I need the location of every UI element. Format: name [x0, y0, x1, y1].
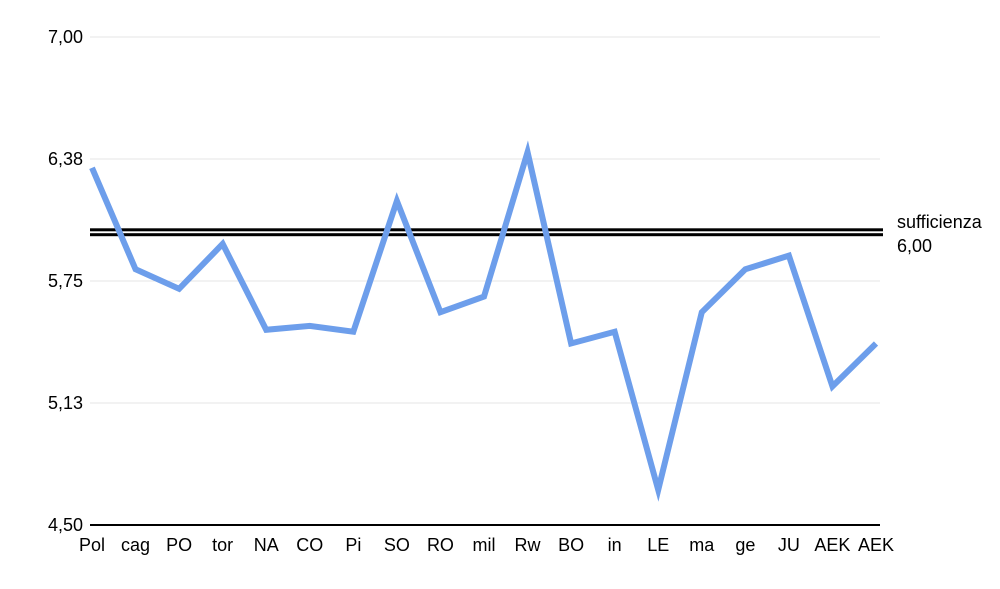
- x-tick-label: SO: [383, 535, 410, 555]
- x-tick-label: mil: [472, 535, 496, 555]
- x-tick-label: JU: [777, 535, 800, 555]
- x-tick-label: cag: [121, 535, 151, 555]
- x-tick-label: LE: [647, 535, 670, 555]
- x-tick-label: tor: [212, 535, 234, 555]
- x-tick-label: CO: [296, 535, 324, 555]
- y-tick-label: 5,13: [47, 393, 83, 413]
- reference-line-annotation: sufficienza 6,00: [897, 210, 982, 258]
- y-tick-label: 7,00: [47, 27, 83, 47]
- y-tick-label: 6,38: [47, 149, 83, 169]
- x-tick-label: AEK: [857, 535, 895, 555]
- y-tick-label: 5,75: [47, 271, 83, 291]
- x-tick-label: AEK: [814, 535, 851, 555]
- x-tick-label: ma: [689, 535, 715, 555]
- sufficienza-line: [90, 228, 883, 232]
- reference-line-value: 6,00: [897, 236, 933, 256]
- x-tick-label: Pol: [78, 535, 105, 555]
- series-line-voto: [89, 140, 879, 502]
- x-tick-label: Pi: [345, 535, 362, 555]
- reference-line-label: sufficienza: [897, 212, 982, 232]
- x-tick-label: in: [607, 535, 622, 555]
- x-tick-label: BO: [558, 535, 585, 555]
- x-tick-label: Rw: [514, 535, 541, 555]
- x-tick-label: NA: [253, 535, 279, 555]
- y-tick-label: 4,50: [47, 515, 83, 535]
- x-tick-label: ge: [735, 535, 756, 555]
- x-tick-label: PO: [166, 535, 193, 555]
- x-tick-label: RO: [426, 535, 454, 555]
- sufficienza-line: [90, 233, 883, 237]
